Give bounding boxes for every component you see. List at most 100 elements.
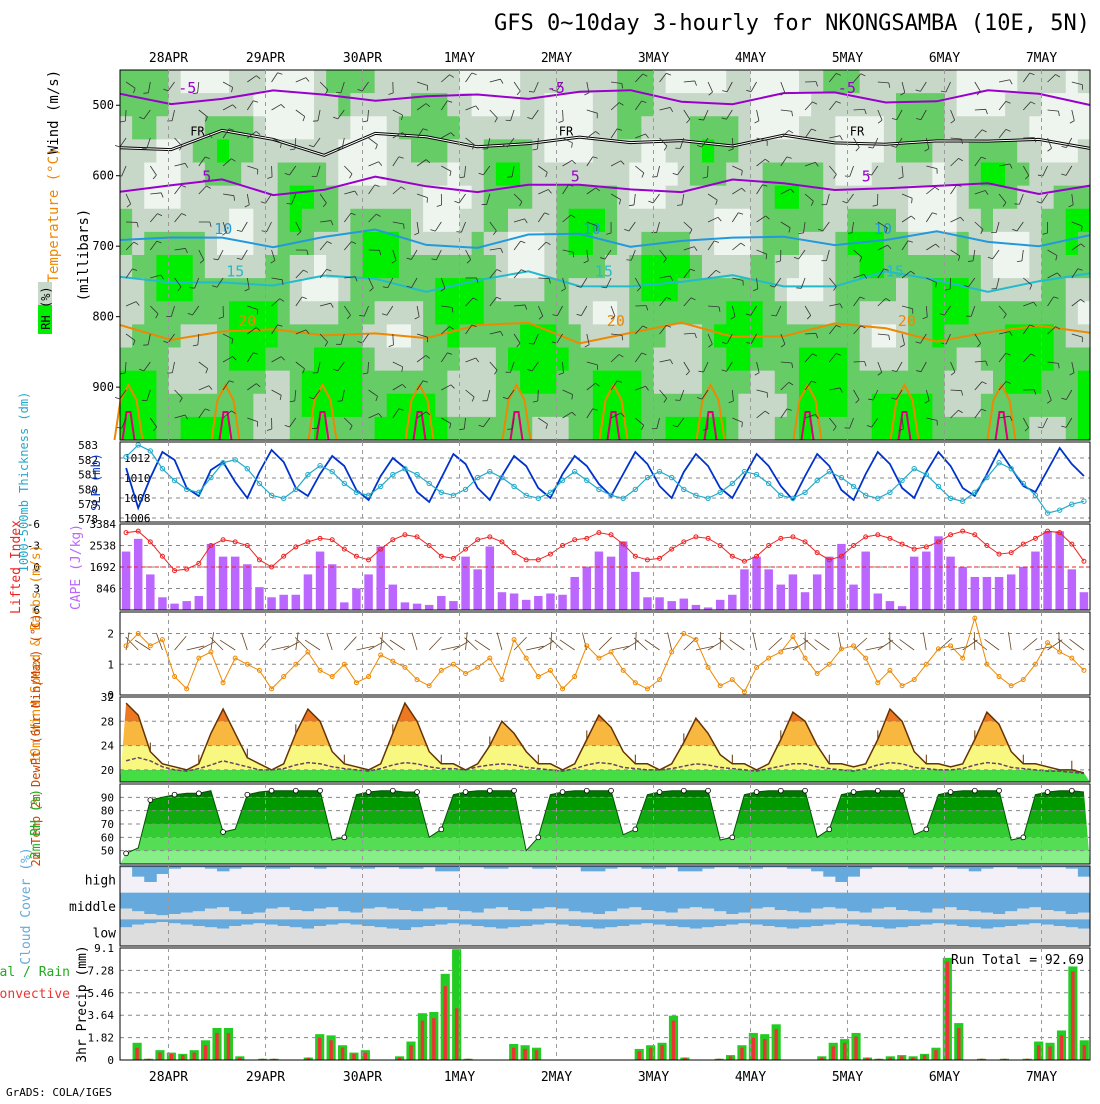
cloud-cell (266, 919, 279, 924)
rh-cell (508, 348, 521, 372)
cloud-clear-cell (666, 926, 679, 946)
rh-cell (957, 70, 970, 94)
rh-cell (569, 255, 582, 279)
rh-cell (1042, 116, 1055, 140)
rh-cell (520, 209, 533, 233)
rh-cell (945, 417, 958, 441)
cloud-cell (593, 866, 606, 871)
rh-cell (338, 116, 351, 140)
rh-cell (787, 163, 800, 187)
cloud-cell (120, 893, 133, 909)
rh-cell (472, 93, 485, 117)
wind-barb-flag (1082, 226, 1083, 231)
cloud-cell (690, 919, 703, 928)
rh-cell (338, 209, 351, 233)
credit-label: GrADS: COLA/IGES (6, 1086, 112, 1099)
rh-cell (253, 93, 266, 117)
surface-wind-barb (497, 633, 502, 650)
cloud-clear-cell (496, 907, 509, 919)
rh-cell (472, 232, 485, 256)
surface-wind-barb (549, 638, 562, 650)
cloud-cell (363, 919, 376, 926)
cloud-cell (314, 893, 327, 909)
rh-cell (532, 186, 545, 210)
rh-cell (1066, 232, 1079, 256)
rh-cell (593, 348, 606, 372)
rh-cell (120, 186, 133, 210)
rh-cell (860, 417, 873, 441)
wind-barb (854, 361, 865, 362)
rh-cell (581, 371, 594, 395)
cape-bar (789, 574, 797, 610)
surface-wind-barb (538, 641, 554, 650)
rh-cell (702, 348, 715, 372)
rh-cell (714, 93, 727, 117)
cape-bar (219, 557, 227, 610)
contour-label: 20 (607, 312, 625, 330)
rh-cell (763, 301, 776, 325)
rh-cell (1066, 301, 1079, 325)
rh-cell (496, 348, 509, 372)
cloud-cell (532, 893, 545, 909)
rh-cell (581, 70, 594, 94)
cloud-clear-cell (593, 929, 606, 946)
surface-wind-barb (708, 641, 723, 650)
cloud-cell (241, 893, 254, 914)
contour-label: 10 (583, 220, 601, 238)
rh-cell (399, 209, 412, 233)
cloud-clear-cell (241, 914, 254, 919)
cloud-cell (738, 893, 751, 913)
precip-convective-bar (854, 1037, 857, 1060)
rh-point (536, 835, 541, 840)
rh-cell (302, 209, 315, 233)
precip-convective-bar (957, 1028, 960, 1060)
rh-cell (1029, 139, 1042, 163)
surface-wind-barb (327, 633, 332, 650)
rh-cell (678, 324, 691, 348)
rh-cell (738, 417, 751, 441)
cloud-cell (1042, 919, 1055, 924)
rh-cell (787, 93, 800, 117)
rh-cell (848, 163, 861, 187)
rh-cell (957, 348, 970, 372)
rh-cell (629, 232, 642, 256)
cloud-clear-cell (544, 907, 557, 919)
rh-cell (654, 116, 667, 140)
rh-cell (605, 139, 618, 163)
rh-cell (302, 232, 315, 256)
rh-point (124, 851, 129, 856)
wind-barb-flag (507, 429, 512, 430)
rh-cell (569, 394, 582, 418)
cloud-cell (326, 919, 339, 924)
contour-label: 15 (595, 262, 613, 280)
surface-wind-barb (923, 632, 926, 650)
rh-cell (678, 139, 691, 163)
rh-cell (957, 163, 970, 187)
rh-cell (520, 116, 533, 140)
cloud-clear-cell (375, 927, 388, 946)
rh-cell (1005, 278, 1018, 302)
cloud-clear-cell (472, 926, 485, 946)
cloud-clear-cell (641, 910, 654, 919)
rh-cell (738, 93, 751, 117)
cloud-clear-cell (338, 923, 351, 946)
cloud-cell (957, 919, 970, 926)
rh-point (1045, 790, 1050, 795)
precip-convective-bar (364, 1053, 367, 1060)
rh-point (512, 788, 517, 793)
cloud-clear-cell (557, 909, 570, 920)
cloud-clear-cell (799, 913, 812, 920)
cloud-row-label: high (85, 873, 116, 888)
rh-cell (1005, 93, 1018, 117)
surface-wind-barb (305, 640, 320, 650)
cloud-cell (496, 919, 509, 928)
cloud-clear-cell (532, 925, 545, 946)
cloud-cell (969, 919, 982, 927)
cape-bar (740, 569, 748, 610)
rh-cell (738, 348, 751, 372)
cape-bar (825, 557, 833, 610)
rh-cell (581, 186, 594, 210)
rh-cell (460, 394, 473, 418)
precip-convective-bar (227, 1033, 230, 1060)
cloud-clear-cell (435, 925, 448, 946)
